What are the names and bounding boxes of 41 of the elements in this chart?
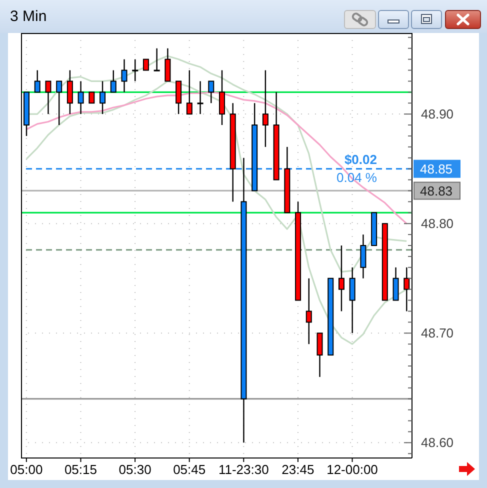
candlestick — [338, 244, 344, 312]
x-tick-label: 05:30 — [118, 462, 152, 477]
candlestick — [219, 70, 225, 126]
x-tick-label: 05:45 — [173, 462, 206, 477]
candlestick — [262, 70, 268, 148]
ref-line-label: 48.83 — [420, 183, 453, 198]
candlestick — [392, 266, 399, 301]
x-tick-label: 11-23:30 — [218, 462, 269, 477]
y-tick-label: 48.90 — [421, 106, 454, 122]
x-tick-label: 23:45 — [282, 462, 314, 477]
candlestick — [45, 80, 52, 115]
annotation: 0.04 % — [336, 170, 377, 185]
candlestick — [121, 58, 128, 93]
ref-line-label: 48.85 — [420, 161, 453, 176]
y-tick-label: 48.60 — [421, 435, 454, 450]
candlestick — [306, 278, 312, 345]
annotation: $0.02 — [344, 152, 377, 167]
candlestick — [88, 92, 95, 104]
y-tick-label: 48.70 — [421, 326, 454, 341]
candlestick — [142, 58, 149, 71]
candlestick — [34, 70, 40, 93]
candlestick — [360, 234, 366, 279]
candlestick — [208, 80, 214, 104]
candlestick — [78, 80, 84, 115]
candlestick — [349, 266, 356, 334]
x-tick-label: 12-00:00 — [326, 462, 378, 477]
x-tick-label: 05:15 — [64, 462, 98, 477]
candlestick — [100, 80, 106, 115]
candlestick — [110, 70, 116, 93]
candlestick — [186, 70, 192, 115]
candlestick — [316, 332, 323, 378]
candlestick — [176, 80, 182, 115]
chart-title: 3 Min — [10, 8, 47, 25]
candlestick — [66, 70, 73, 115]
candlestick — [56, 80, 62, 126]
x-tick-label: 05:00 — [10, 462, 43, 477]
y-tick-label: 48.80 — [421, 216, 454, 232]
candlestick — [154, 48, 160, 72]
candlestick — [164, 48, 171, 82]
candlestick — [132, 58, 138, 82]
candlestick — [197, 80, 204, 115]
